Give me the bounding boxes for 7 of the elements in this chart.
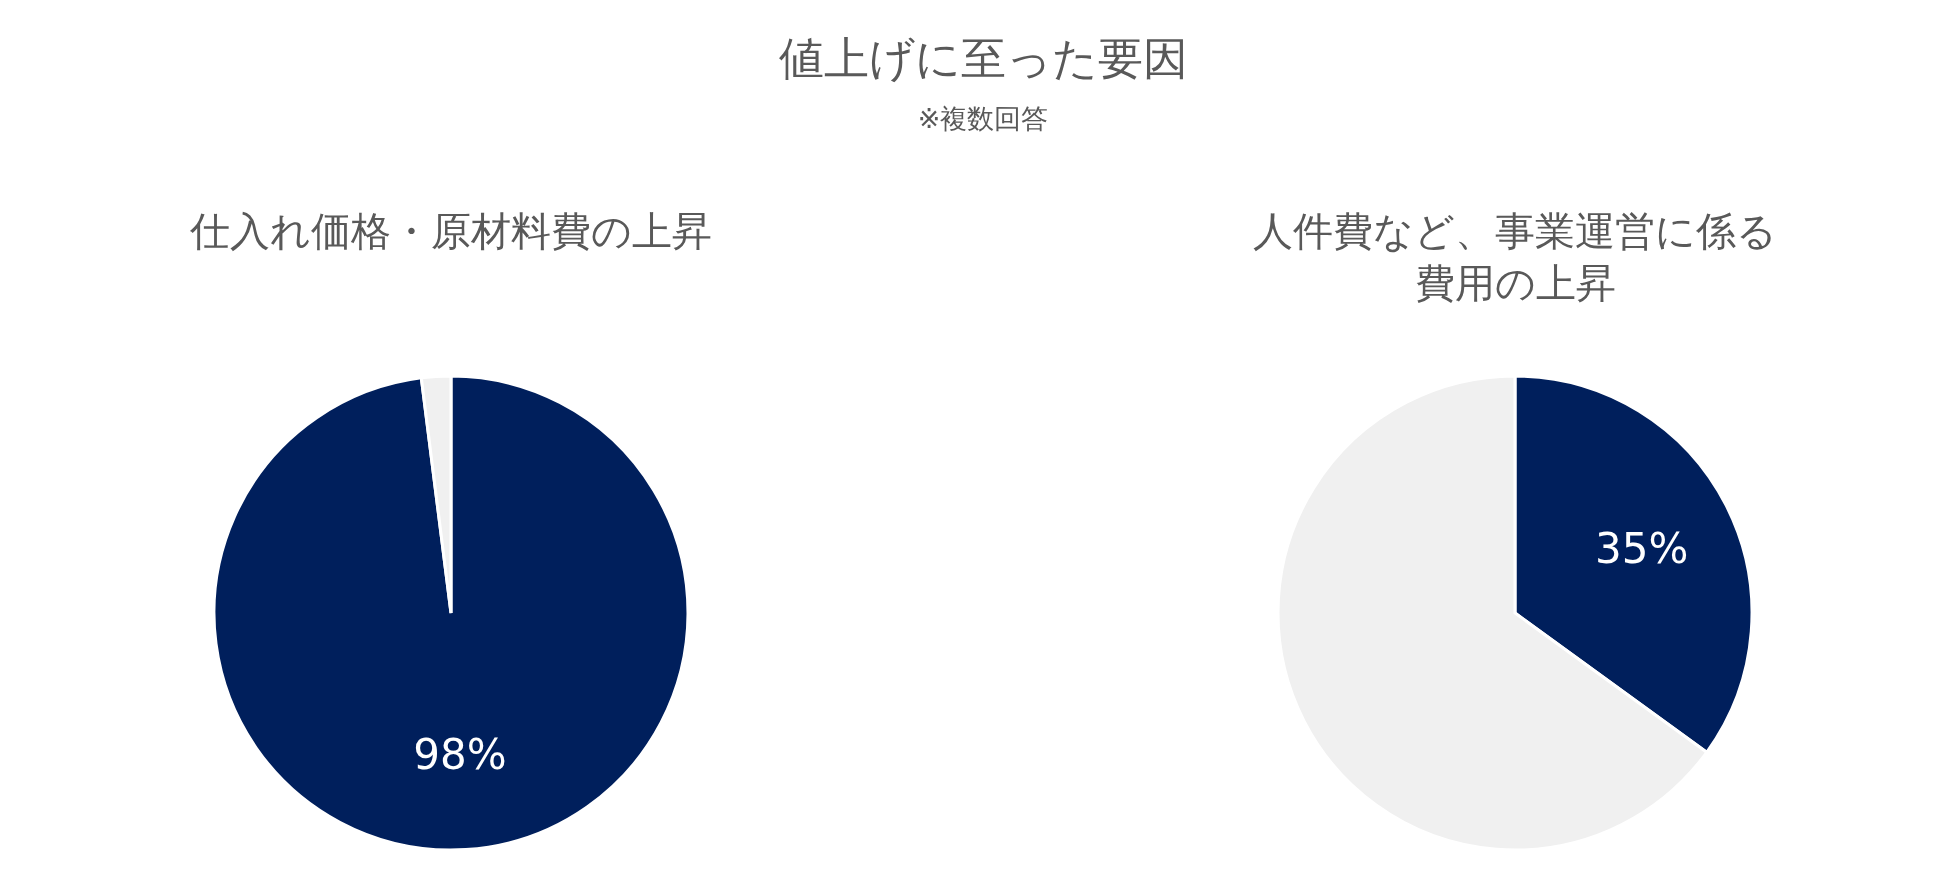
text: ※複数回答 [917, 103, 1049, 134]
text: 値上げに至った要因 [778, 32, 1188, 85]
chart-title: 人件費など、事業運営に係る費用の上昇 [1253, 208, 1777, 306]
data-label: 35% [1595, 523, 1689, 573]
data-label: 98% [413, 730, 507, 780]
chart-title: 仕入れ価格・原材料費の上昇 [189, 208, 712, 254]
pie-slice [212, 374, 690, 852]
